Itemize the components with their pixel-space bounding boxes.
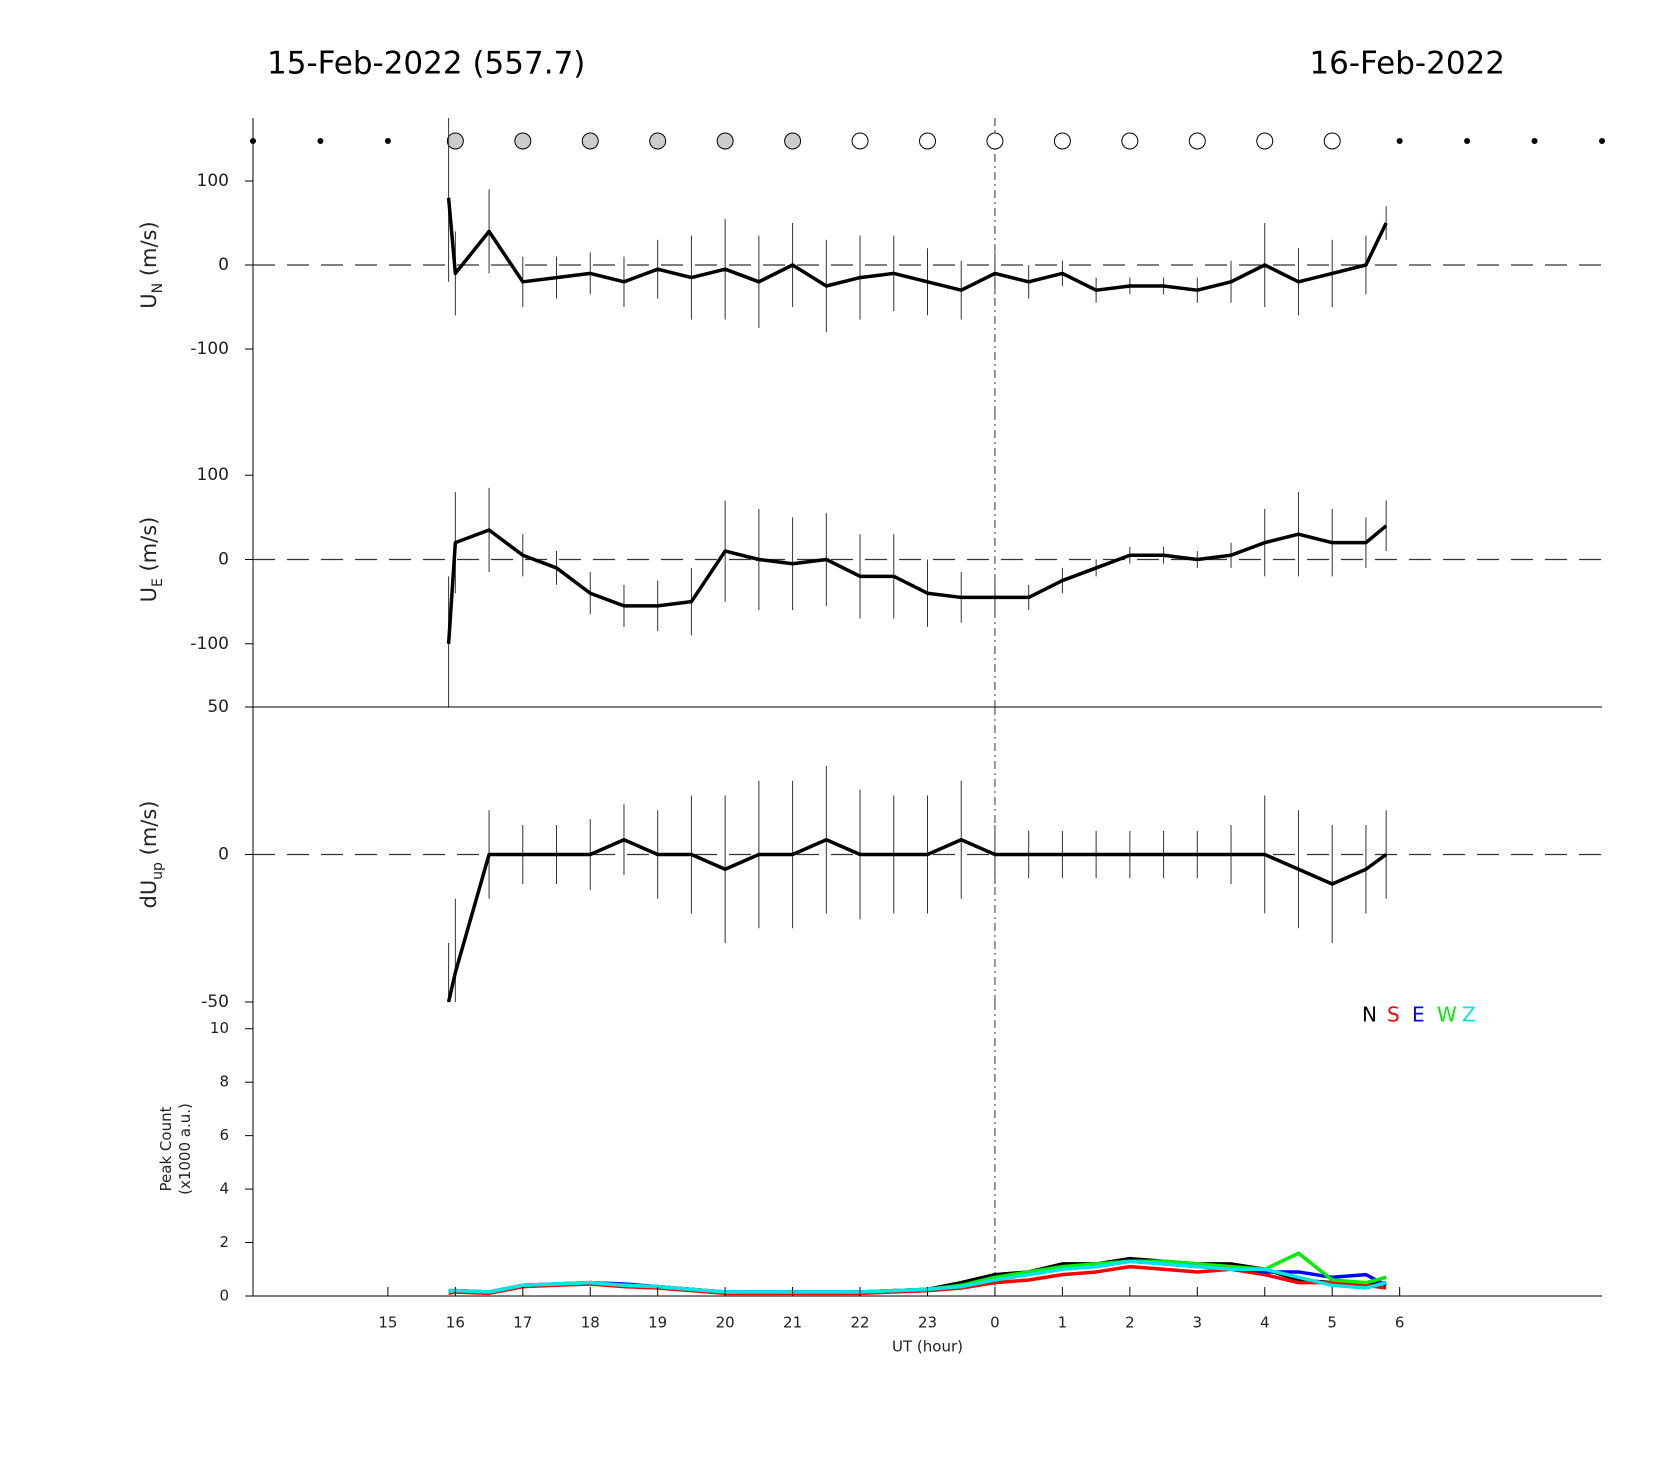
chart-title-right: 16-Feb-2022	[1309, 46, 1505, 82]
y-label-main: U	[137, 587, 161, 602]
scan-marker	[1256, 132, 1274, 150]
scan-marker	[1531, 138, 1538, 144]
scan-marker	[581, 132, 599, 150]
legend-entry: N	[1362, 1003, 1377, 1027]
data-line	[446, 838, 1388, 1003]
y-label-main: U	[137, 293, 161, 308]
scan-marker	[1188, 132, 1206, 150]
scan-marker	[851, 132, 869, 150]
scan-marker	[1396, 138, 1403, 144]
x-tick-label: 16	[446, 1314, 465, 1332]
legend-entry: W	[1437, 1003, 1457, 1027]
y-axis-label: dUup (m/s)	[137, 800, 166, 908]
x-tick-label: 20	[716, 1314, 735, 1332]
y-label-sub: N	[150, 283, 166, 293]
y-label-unit: (m/s)	[137, 221, 161, 283]
x-tick-label: 21	[783, 1314, 802, 1332]
scan-marker	[446, 132, 464, 150]
x-tick-label: 19	[648, 1314, 667, 1332]
y-label-line: Peak Count	[157, 1106, 175, 1191]
scan-marker	[1053, 132, 1071, 150]
y-tick-label: 50	[207, 697, 229, 717]
x-tick-label: 4	[1260, 1314, 1270, 1332]
y-tick-label: -50	[201, 992, 229, 1012]
x-tick-label: 17	[513, 1314, 532, 1332]
x-tick-label: 2	[1125, 1314, 1135, 1332]
scan-marker	[986, 132, 1004, 150]
y-label-sub: E	[150, 578, 166, 587]
y-tick-label: 0	[218, 550, 229, 570]
scan-marker	[716, 132, 734, 150]
scan-marker	[317, 138, 324, 144]
x-tick-label: 3	[1193, 1314, 1203, 1332]
x-tick-label: 6	[1395, 1314, 1405, 1332]
scan-marker	[919, 132, 936, 150]
data-line	[446, 197, 1388, 292]
y-tick-label: 10	[210, 1019, 229, 1037]
y-tick-label: 8	[219, 1073, 229, 1091]
y-axis-label: UE (m/s)	[137, 517, 166, 603]
y-tick-label: 2	[219, 1233, 229, 1251]
y-label-sub: up	[150, 862, 166, 880]
x-tick-label: 23	[918, 1314, 937, 1332]
y-tick-label: -100	[190, 339, 229, 359]
scan-marker	[1599, 138, 1605, 144]
legend-entry: E	[1412, 1003, 1425, 1027]
scan-marker	[250, 138, 256, 144]
scan-marker	[649, 132, 667, 150]
series-line	[448, 1256, 1387, 1294]
x-tick-label: 5	[1327, 1314, 1337, 1332]
y-label-unit: (m/s)	[137, 517, 161, 579]
scan-marker	[1323, 132, 1341, 150]
y-tick-label: 4	[219, 1180, 229, 1198]
y-label-main: dU	[137, 880, 161, 909]
scan-marker	[514, 132, 532, 150]
x-tick-label: 18	[581, 1314, 600, 1332]
y-axis-label: Peak Count(x1000 a.u.)	[157, 1103, 194, 1195]
scan-marker	[1464, 138, 1471, 144]
y-tick-label: 0	[218, 255, 229, 275]
x-tick-label: 0	[990, 1314, 1000, 1332]
x-tick-label: 15	[378, 1314, 397, 1332]
y-label-unit: (m/s)	[137, 800, 161, 862]
y-tick-label: 100	[197, 171, 229, 191]
y-tick-label: -100	[190, 634, 229, 654]
data-line	[446, 524, 1388, 644]
y-axis-label: UN (m/s)	[137, 221, 166, 308]
scan-marker	[1121, 132, 1139, 150]
y-label-line: (x1000 a.u.)	[176, 1103, 194, 1195]
series-line	[448, 1259, 1387, 1294]
legend-entry: S	[1387, 1003, 1400, 1027]
y-tick-label: 6	[219, 1126, 229, 1144]
x-tick-label: 1	[1058, 1314, 1068, 1332]
scan-marker	[384, 138, 391, 144]
legend-entry: Z	[1462, 1003, 1476, 1027]
y-tick-label: 0	[218, 845, 229, 865]
x-tick-label: 22	[851, 1314, 870, 1332]
y-tick-label: 0	[219, 1287, 229, 1305]
x-axis-label: UT (hour)	[892, 1338, 963, 1356]
scan-marker	[784, 132, 802, 150]
chart-title: 15-Feb-2022 (557.7)	[267, 46, 585, 82]
y-tick-label: 100	[197, 465, 229, 485]
